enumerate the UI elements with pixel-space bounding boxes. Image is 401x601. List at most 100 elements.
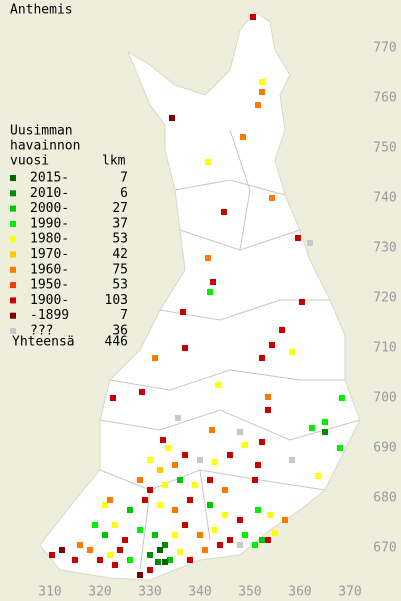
observation-square xyxy=(322,429,328,435)
y-tick-label: 740 xyxy=(373,191,396,206)
y-tick-label: 680 xyxy=(373,491,396,506)
legend-count: 36 xyxy=(112,324,128,339)
y-tick-label: 730 xyxy=(373,241,396,256)
axes: 310 320 330 340 350 360 370 670 680 690 700 710 720 7… xyxy=(38,41,396,600)
observation-square xyxy=(182,345,188,351)
observation-square xyxy=(192,482,198,488)
observation-square xyxy=(147,567,153,573)
legend-total-count: 446 xyxy=(105,335,128,350)
observation-square xyxy=(49,552,55,558)
observation-square xyxy=(237,517,243,523)
observation-square xyxy=(137,527,143,533)
legend-label: 1970- xyxy=(30,247,69,262)
x-tick-label: 350 xyxy=(238,585,261,600)
observation-square xyxy=(157,502,163,508)
legend-count: 6 xyxy=(120,186,128,201)
legend-label: 1990- xyxy=(30,216,69,231)
observation-square xyxy=(162,482,168,488)
observation-square xyxy=(155,559,161,565)
observation-square xyxy=(112,522,118,528)
observation-square xyxy=(152,532,158,538)
observation-square xyxy=(127,507,133,513)
observation-square xyxy=(142,497,148,503)
observation-square xyxy=(72,557,78,563)
observation-square xyxy=(175,415,181,421)
legend-label: -1899 xyxy=(30,308,69,323)
y-tick-label: 720 xyxy=(373,291,396,306)
observation-square xyxy=(242,532,248,538)
observation-square xyxy=(205,159,211,165)
observation-square xyxy=(289,457,295,463)
observation-square xyxy=(315,473,321,479)
map-title: Anthemis xyxy=(10,3,73,18)
observation-square xyxy=(279,327,285,333)
observation-square xyxy=(265,394,271,400)
legend-swatch xyxy=(10,236,16,243)
legend-count: 53 xyxy=(112,278,128,293)
observation-square xyxy=(112,562,118,568)
observation-square xyxy=(337,445,343,451)
observation-square xyxy=(207,502,213,508)
observation-square xyxy=(209,427,215,433)
observation-square xyxy=(167,557,173,563)
legend-count: 7 xyxy=(120,308,128,323)
observation-square xyxy=(227,537,233,543)
region-borders xyxy=(99,129,361,571)
observation-square xyxy=(265,407,271,413)
observation-square xyxy=(207,289,213,295)
legend-swatch xyxy=(10,251,16,258)
observation-square xyxy=(160,437,166,443)
observation-square xyxy=(252,542,258,548)
observation-square xyxy=(127,557,133,563)
observation-square xyxy=(282,517,288,523)
observation-square xyxy=(165,445,171,451)
legend-swatch xyxy=(10,190,16,197)
observation-square xyxy=(97,557,103,563)
legend-count: 27 xyxy=(112,201,128,216)
observation-square xyxy=(250,14,256,20)
observation-square xyxy=(77,542,83,548)
x-tick-label: 330 xyxy=(138,585,161,600)
legend-count: 53 xyxy=(112,232,128,247)
legend-swatch xyxy=(10,328,16,334)
observation-square xyxy=(107,497,113,503)
observation-square xyxy=(289,349,295,355)
observation-square xyxy=(110,395,116,401)
observation-square xyxy=(210,279,216,285)
x-tick-label: 360 xyxy=(288,585,311,600)
observation-squares xyxy=(49,14,345,578)
legend-swatch xyxy=(10,205,16,212)
observation-square xyxy=(259,79,265,85)
legend-label: 2015- xyxy=(30,171,69,186)
legend-swatch xyxy=(10,220,16,227)
observation-square xyxy=(182,452,188,458)
y-tick-label: 690 xyxy=(373,441,396,456)
legend-label: 1980- xyxy=(30,232,69,247)
observation-square xyxy=(157,547,163,553)
legend-total-label: Yhteensä xyxy=(12,335,75,350)
observation-square xyxy=(215,382,221,388)
y-tick-label: 670 xyxy=(373,541,396,556)
x-tick-label: 370 xyxy=(338,585,361,600)
observation-square xyxy=(272,530,278,536)
observation-square xyxy=(137,572,143,578)
observation-square xyxy=(147,457,153,463)
observation-square xyxy=(259,439,265,445)
legend-label: 2010- xyxy=(30,186,69,201)
y-tick-label: 750 xyxy=(373,141,396,156)
observation-square xyxy=(242,442,248,448)
observation-square xyxy=(237,542,243,548)
observation-square xyxy=(197,457,203,463)
observation-square xyxy=(309,425,315,431)
observation-square xyxy=(269,342,275,348)
legend-swatch xyxy=(10,312,16,319)
legend-title: vuosi xyxy=(10,154,49,169)
legend-label: 2000- xyxy=(30,201,69,216)
observation-square xyxy=(177,549,183,555)
observation-square xyxy=(87,547,93,553)
legend-label: 1960- xyxy=(30,262,69,277)
observation-square xyxy=(339,395,345,401)
x-tick-label: 310 xyxy=(38,585,61,600)
observation-square xyxy=(240,134,246,140)
